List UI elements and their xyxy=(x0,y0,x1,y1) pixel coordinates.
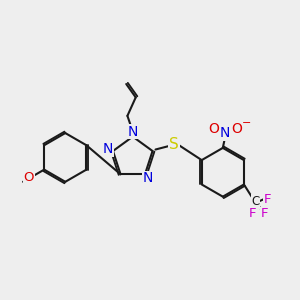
Text: F: F xyxy=(264,193,272,206)
Text: O: O xyxy=(23,171,34,184)
Text: N: N xyxy=(220,126,230,140)
Text: N: N xyxy=(103,142,113,156)
Text: N: N xyxy=(128,124,138,139)
Text: F: F xyxy=(248,207,256,220)
Text: O: O xyxy=(208,122,219,136)
Text: F: F xyxy=(261,207,268,220)
Text: N: N xyxy=(143,171,153,185)
Text: −: − xyxy=(242,118,251,128)
Text: S: S xyxy=(169,137,179,152)
Text: +: + xyxy=(230,122,237,131)
Text: O: O xyxy=(231,122,242,136)
Text: C: C xyxy=(251,195,259,208)
